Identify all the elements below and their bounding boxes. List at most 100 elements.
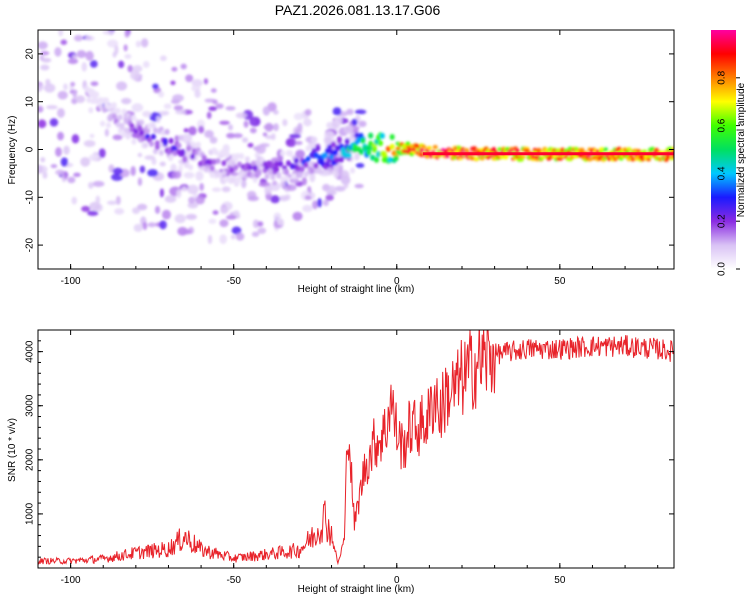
heatmap-cell <box>182 156 188 163</box>
heatmap-cell <box>270 195 280 204</box>
spectrogram-y-label: Frequency (Hz) <box>7 116 18 185</box>
heatmap-cell <box>181 186 188 192</box>
snr-y-label: SNR (10 * v/v) <box>7 418 18 482</box>
colorbar-gradient <box>711 30 736 269</box>
heatmap-cell <box>573 154 579 159</box>
heatmap-cell <box>630 157 636 162</box>
heatmap-cell <box>168 154 174 161</box>
heatmap-cell <box>212 210 219 215</box>
heatmap-cell <box>130 70 141 81</box>
heatmap-cell <box>85 50 94 61</box>
heatmap-cell <box>351 118 358 126</box>
heatmap-cell <box>188 164 194 171</box>
heatmap-cell <box>105 104 111 111</box>
heatmap-cell <box>209 172 215 179</box>
heatmap-cell <box>89 133 95 139</box>
heatmap-cell <box>252 176 258 183</box>
heatmap-cell <box>172 94 184 102</box>
heatmap-cell <box>354 152 360 161</box>
heatmap-cell <box>211 187 222 192</box>
colorbar-label: Normalized spectral amplitude <box>736 82 747 217</box>
heatmap-cell <box>72 89 78 98</box>
heatmap-cell <box>366 149 372 156</box>
heatmap-cell <box>405 141 411 146</box>
heatmap-cell <box>76 50 87 59</box>
heatmap-cell <box>231 226 242 235</box>
heatmap-cell <box>151 157 157 166</box>
heatmap-cell <box>229 166 235 173</box>
heatmap-cell <box>213 149 219 156</box>
heatmap-cell <box>329 149 335 156</box>
heatmap-cell <box>219 120 230 125</box>
heatmap-cell <box>393 155 399 162</box>
heatmap-cell <box>540 155 546 160</box>
heatmap-cell <box>203 78 209 85</box>
heatmap-cell <box>646 157 652 162</box>
heatmap-cell <box>286 184 297 191</box>
heatmap-cell <box>166 148 172 155</box>
heatmap-cell <box>241 137 249 143</box>
heatmap-cell <box>121 108 127 115</box>
heatmap-cell <box>403 149 409 154</box>
colorbar-ticks: 0.0 0.2 0.4 0.6 0.8 <box>717 70 740 276</box>
spectrogram-x-ticks: -100 -50 0 50 <box>37 30 659 287</box>
heatmap-cell <box>92 180 105 187</box>
heatmap-cell <box>63 83 68 91</box>
heatmap-cell <box>464 148 470 153</box>
heatmap-cell <box>211 158 217 165</box>
heatmap-cell <box>385 145 391 152</box>
heatmap-cell <box>235 112 248 119</box>
heatmap-cell <box>173 105 184 111</box>
heatmap-cell <box>559 148 565 153</box>
heatmap-cell <box>46 105 58 110</box>
heatmap-cell <box>139 119 145 126</box>
heatmap-cell <box>230 234 236 240</box>
heatmap-cell <box>225 176 231 183</box>
heatmap-cell <box>219 149 225 156</box>
heatmap-cell <box>255 144 266 154</box>
heatmap-cell <box>269 182 281 192</box>
heatmap-cell <box>80 157 91 167</box>
heatmap-cell <box>199 182 204 191</box>
heatmap-cell <box>187 184 199 195</box>
heatmap-cell <box>243 120 249 128</box>
heatmap-cell <box>127 115 133 122</box>
heatmap-cell <box>131 132 142 139</box>
x-tick-label: 50 <box>554 276 566 287</box>
heatmap-cell <box>194 89 201 98</box>
heatmap-cell <box>228 124 233 131</box>
heatmap-cell <box>121 97 132 105</box>
heatmap-cell <box>170 80 176 86</box>
heatmap-cell <box>38 41 48 50</box>
heatmap-cell <box>344 138 350 145</box>
heatmap-cell <box>143 142 149 149</box>
heatmap-cell <box>198 125 205 134</box>
heatmap-cell <box>114 208 125 215</box>
heatmap-cell <box>264 173 270 180</box>
heatmap-cell <box>209 165 215 172</box>
heatmap-cell <box>532 148 538 153</box>
heatmap-cell <box>278 160 284 167</box>
heatmap-cell <box>305 156 311 163</box>
heatmap-cell <box>251 231 260 237</box>
heatmap-cell <box>183 128 189 133</box>
heatmap-cell <box>299 166 305 173</box>
heatmap-cell <box>273 109 279 115</box>
heatmap-cell <box>219 234 227 245</box>
heatmap-cell <box>107 39 119 48</box>
heatmap-cell <box>314 168 325 174</box>
heatmap-cell <box>603 147 609 152</box>
heatmap-cell <box>514 148 520 153</box>
heatmap-cell <box>520 154 526 159</box>
heatmap-cell <box>293 157 299 164</box>
heatmap-cell <box>322 183 331 192</box>
heatmap-cell <box>98 103 104 110</box>
heatmap-cell <box>190 153 196 160</box>
heatmap-cell <box>38 119 47 129</box>
heatmap-cell <box>137 203 148 211</box>
heatmap-cell <box>208 106 218 111</box>
heatmap-cell <box>81 62 87 72</box>
heatmap-cell <box>278 155 284 162</box>
heatmap-cell <box>185 213 198 220</box>
heatmap-cell <box>518 157 524 162</box>
